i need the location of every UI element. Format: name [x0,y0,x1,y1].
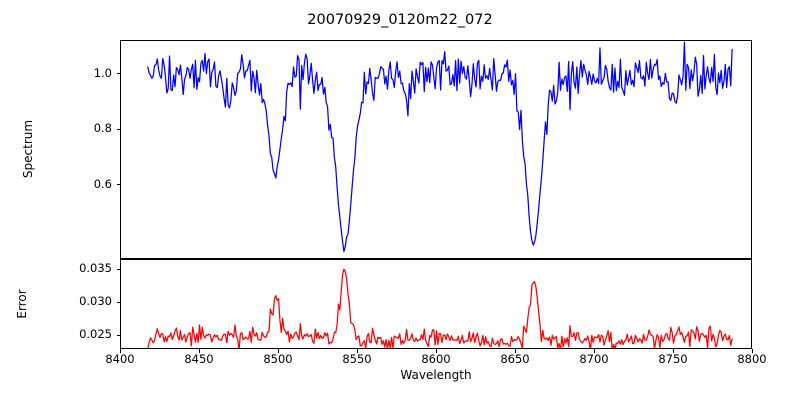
spectrum-axis-label: Spectrum [21,119,35,179]
y-tick-mark [116,73,120,75]
x-tick-mark [436,349,438,353]
y-tick-mark [116,128,120,130]
y-tick-mark [116,334,120,336]
x-tick-mark [120,349,122,353]
x-tick-label: 8650 [500,352,530,366]
x-tick-label: 8400 [105,352,135,366]
x-tick-label: 8500 [263,352,293,366]
x-tick-mark [515,349,517,353]
x-tick-mark [199,349,201,353]
y-tick-label: 0.035 [79,261,112,276]
spectrum-panel [120,40,752,259]
spectrum-plot-area [121,41,751,258]
error-panel [120,259,752,349]
x-tick-label: 8700 [579,352,609,366]
y-tick-label: 0.025 [79,327,112,342]
y-tick-label: 0.030 [79,294,112,309]
x-tick-mark [673,349,675,353]
x-tick-mark [752,349,754,353]
x-tick-mark [594,349,596,353]
error-line [148,269,732,348]
y-tick-label: 1.0 [93,65,112,80]
x-tick-label: 8550 [342,352,372,366]
x-axis-label: Wavelength [400,368,472,382]
y-tick-mark [116,301,120,303]
y-tick-mark [116,268,120,270]
x-tick-label: 8450 [184,352,214,366]
x-tick-mark [357,349,359,353]
y-tick-label: 0.8 [93,121,112,136]
page-title: 20070929_0120m22_072 [307,12,493,28]
error-axis-label: Error [15,289,29,319]
x-tick-label: 8600 [421,352,451,366]
error-plot-area [121,260,751,348]
x-tick-label: 8800 [737,352,767,366]
x-tick-label: 8750 [658,352,688,366]
y-tick-label: 0.6 [93,176,112,191]
spectrum-line [148,42,732,251]
x-tick-mark [278,349,280,353]
y-tick-mark [116,184,120,186]
